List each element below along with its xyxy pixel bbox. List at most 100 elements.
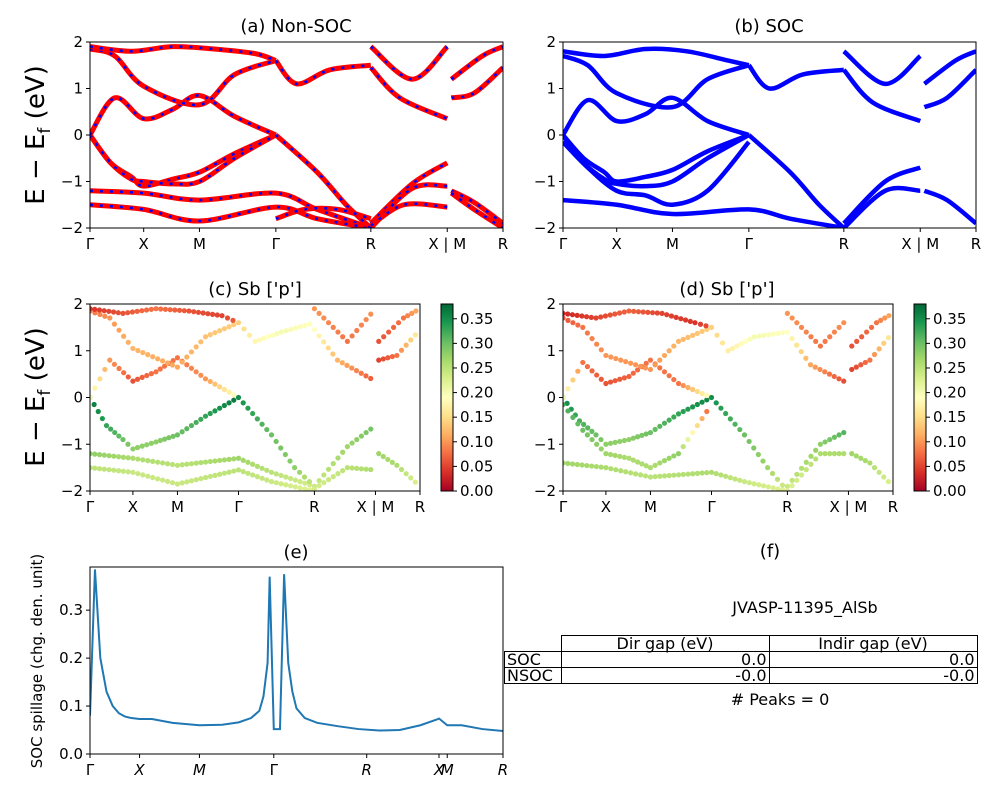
band-line-dash bbox=[370, 45, 449, 81]
projection-point bbox=[789, 483, 795, 489]
projection-point bbox=[391, 324, 397, 330]
projection-point bbox=[639, 461, 645, 467]
projection-point bbox=[198, 459, 204, 466]
projection-point bbox=[734, 343, 740, 349]
projection-point bbox=[202, 376, 209, 382]
projection-point bbox=[631, 308, 637, 314]
projection-point bbox=[330, 324, 336, 330]
projection-point bbox=[148, 371, 154, 377]
projection-point bbox=[140, 457, 146, 463]
x-tick-label: X bbox=[612, 235, 622, 253]
projection-point bbox=[703, 323, 709, 329]
projection-point bbox=[188, 461, 195, 467]
projection-point bbox=[287, 483, 294, 489]
projection-point bbox=[603, 465, 609, 471]
projection-point bbox=[565, 460, 571, 467]
projection-point bbox=[307, 321, 313, 327]
projection-point bbox=[713, 400, 719, 406]
projection-point bbox=[161, 436, 168, 442]
y-axis-label-middle: E − Ef (eV) bbox=[21, 327, 55, 467]
projection-point bbox=[386, 329, 392, 335]
projection-point bbox=[179, 480, 185, 486]
projection-point bbox=[198, 475, 204, 482]
projection-point bbox=[594, 441, 600, 447]
x-tick-label: Γ bbox=[86, 235, 95, 253]
projection-point bbox=[685, 334, 691, 340]
projection-point bbox=[775, 330, 781, 336]
projection-point bbox=[798, 472, 805, 478]
projection-point bbox=[344, 443, 350, 450]
projection-point bbox=[130, 446, 136, 452]
projection-point bbox=[647, 366, 654, 373]
projection-point bbox=[405, 313, 411, 319]
projection-point bbox=[732, 421, 738, 427]
colorbar-tick-label: 0.10 bbox=[460, 433, 493, 451]
projection-point bbox=[193, 369, 199, 375]
projection-point bbox=[120, 468, 126, 474]
projection-point bbox=[111, 361, 118, 367]
projection-point bbox=[264, 467, 270, 473]
panel-c-plot: −2 −1 0 1 2 Γ X M Γ R X | M R bbox=[61, 295, 425, 516]
spillage-line bbox=[90, 569, 503, 732]
projection-point bbox=[589, 436, 595, 443]
projection-point bbox=[725, 348, 731, 354]
projection-point bbox=[203, 474, 209, 481]
projection-point bbox=[316, 333, 322, 339]
projection-point bbox=[306, 479, 313, 485]
projection-point bbox=[858, 362, 864, 368]
projection-point bbox=[784, 310, 791, 316]
projection-point bbox=[90, 451, 93, 457]
projection-point bbox=[671, 376, 677, 383]
band-line bbox=[274, 133, 373, 228]
projection-point bbox=[626, 455, 632, 461]
projection-point bbox=[145, 473, 151, 479]
band-line bbox=[563, 197, 845, 228]
projection-point bbox=[617, 438, 623, 445]
projection-point bbox=[675, 451, 682, 457]
band-line bbox=[923, 49, 976, 86]
projection-point bbox=[115, 310, 121, 316]
projection-point bbox=[775, 486, 781, 491]
projection-point bbox=[723, 410, 729, 417]
projection-point bbox=[139, 308, 145, 314]
projection-point bbox=[193, 419, 199, 426]
projection-point bbox=[588, 314, 594, 320]
projection-point bbox=[575, 421, 581, 427]
projection-point bbox=[666, 373, 672, 379]
projection-point bbox=[235, 320, 242, 326]
projection-point bbox=[794, 342, 800, 348]
projection-point bbox=[760, 483, 767, 489]
x-tick-label: M bbox=[666, 235, 679, 253]
projection-point bbox=[862, 359, 868, 366]
y-tick-label: 2 bbox=[73, 295, 83, 313]
projection-point bbox=[292, 477, 298, 483]
projection-point bbox=[598, 446, 604, 452]
projection-point bbox=[594, 372, 600, 378]
projection-point bbox=[97, 376, 103, 382]
projection-point bbox=[637, 363, 644, 369]
projection-point bbox=[633, 362, 639, 368]
projection-point bbox=[102, 366, 108, 373]
projection-point bbox=[226, 400, 232, 406]
panel-f-title: (f) bbox=[759, 541, 781, 562]
projection-point bbox=[584, 364, 591, 370]
projection-point bbox=[868, 324, 875, 330]
projection-point bbox=[121, 333, 127, 339]
projection-point bbox=[808, 461, 814, 467]
projection-point bbox=[826, 371, 833, 377]
projection-point bbox=[368, 375, 374, 382]
projection-point bbox=[134, 444, 141, 451]
projection-point bbox=[188, 422, 195, 429]
projection-point bbox=[831, 373, 837, 380]
projection-point bbox=[881, 340, 887, 346]
projection-point bbox=[268, 469, 275, 475]
colorbar-tick-label: 0.30 bbox=[460, 334, 493, 352]
projection-point bbox=[849, 366, 855, 373]
projection-point bbox=[741, 479, 748, 485]
projection-point bbox=[240, 457, 246, 463]
projection-point bbox=[111, 467, 117, 473]
projection-point bbox=[671, 414, 677, 420]
projection-point bbox=[594, 341, 600, 347]
projection-point bbox=[626, 373, 632, 380]
projection-point bbox=[259, 465, 265, 471]
